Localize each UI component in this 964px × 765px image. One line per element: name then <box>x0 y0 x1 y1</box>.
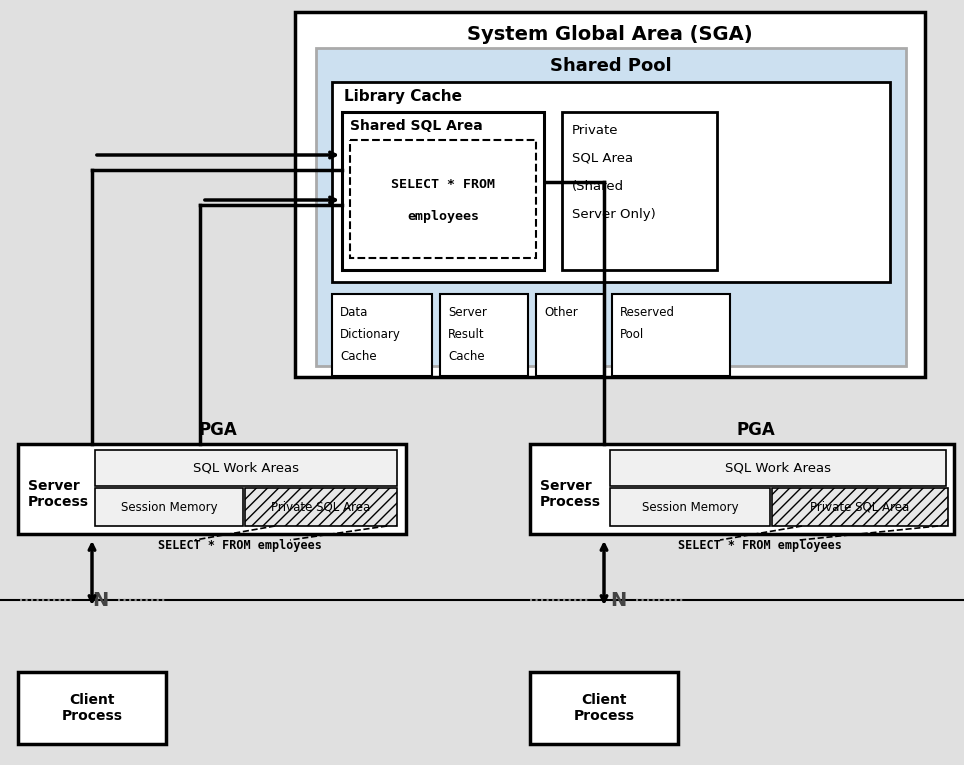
Text: Pool: Pool <box>620 327 644 340</box>
Bar <box>350 140 536 258</box>
Text: Session Memory: Session Memory <box>642 500 738 513</box>
Bar <box>530 444 954 534</box>
Bar <box>316 48 906 366</box>
Text: Client
Process: Client Process <box>574 693 634 723</box>
Bar <box>772 488 948 526</box>
Text: SELECT * FROM employees: SELECT * FROM employees <box>678 539 842 552</box>
Bar <box>342 112 544 270</box>
Bar <box>562 112 717 270</box>
Text: Shared SQL Area: Shared SQL Area <box>350 119 483 133</box>
Bar <box>18 672 166 744</box>
Text: PGA: PGA <box>199 421 237 439</box>
Text: Server
Process: Server Process <box>28 479 89 509</box>
Bar <box>612 294 730 376</box>
Text: Cache: Cache <box>340 350 377 363</box>
Text: Server: Server <box>448 305 487 318</box>
Bar <box>95 488 243 526</box>
Text: Dictionary: Dictionary <box>340 327 401 340</box>
Text: N: N <box>92 591 108 610</box>
Bar <box>440 294 528 376</box>
Text: Shared Pool: Shared Pool <box>550 57 672 75</box>
Text: Session Memory: Session Memory <box>120 500 217 513</box>
Bar <box>610 488 770 526</box>
Bar <box>295 12 925 377</box>
Text: Server
Process: Server Process <box>540 479 601 509</box>
Text: Private SQL Area: Private SQL Area <box>811 500 910 513</box>
Bar <box>95 450 397 486</box>
Bar <box>245 488 397 526</box>
Text: System Global Area (SGA): System Global Area (SGA) <box>468 24 753 44</box>
Text: Client
Process: Client Process <box>62 693 122 723</box>
Text: Private: Private <box>572 123 619 136</box>
Text: Server Only): Server Only) <box>572 207 656 220</box>
Text: SQL Work Areas: SQL Work Areas <box>193 461 299 474</box>
Text: SQL Work Areas: SQL Work Areas <box>725 461 831 474</box>
Text: SELECT * FROM: SELECT * FROM <box>391 177 495 190</box>
Text: employees: employees <box>407 210 479 223</box>
Text: N: N <box>610 591 627 610</box>
Bar <box>536 294 604 376</box>
Text: (Shared: (Shared <box>572 180 624 193</box>
Text: PGA: PGA <box>736 421 775 439</box>
Text: Other: Other <box>544 305 577 318</box>
Text: Data: Data <box>340 305 368 318</box>
Bar <box>530 672 678 744</box>
Bar <box>332 82 890 282</box>
Text: SELECT * FROM employees: SELECT * FROM employees <box>158 539 322 552</box>
Text: Reserved: Reserved <box>620 305 675 318</box>
Bar <box>332 294 432 376</box>
Text: SQL Area: SQL Area <box>572 151 633 164</box>
Bar <box>18 444 406 534</box>
Text: Result: Result <box>448 327 485 340</box>
Text: Private SQL Area: Private SQL Area <box>272 500 370 513</box>
Bar <box>610 450 946 486</box>
Text: Cache: Cache <box>448 350 485 363</box>
Text: Library Cache: Library Cache <box>344 89 462 103</box>
